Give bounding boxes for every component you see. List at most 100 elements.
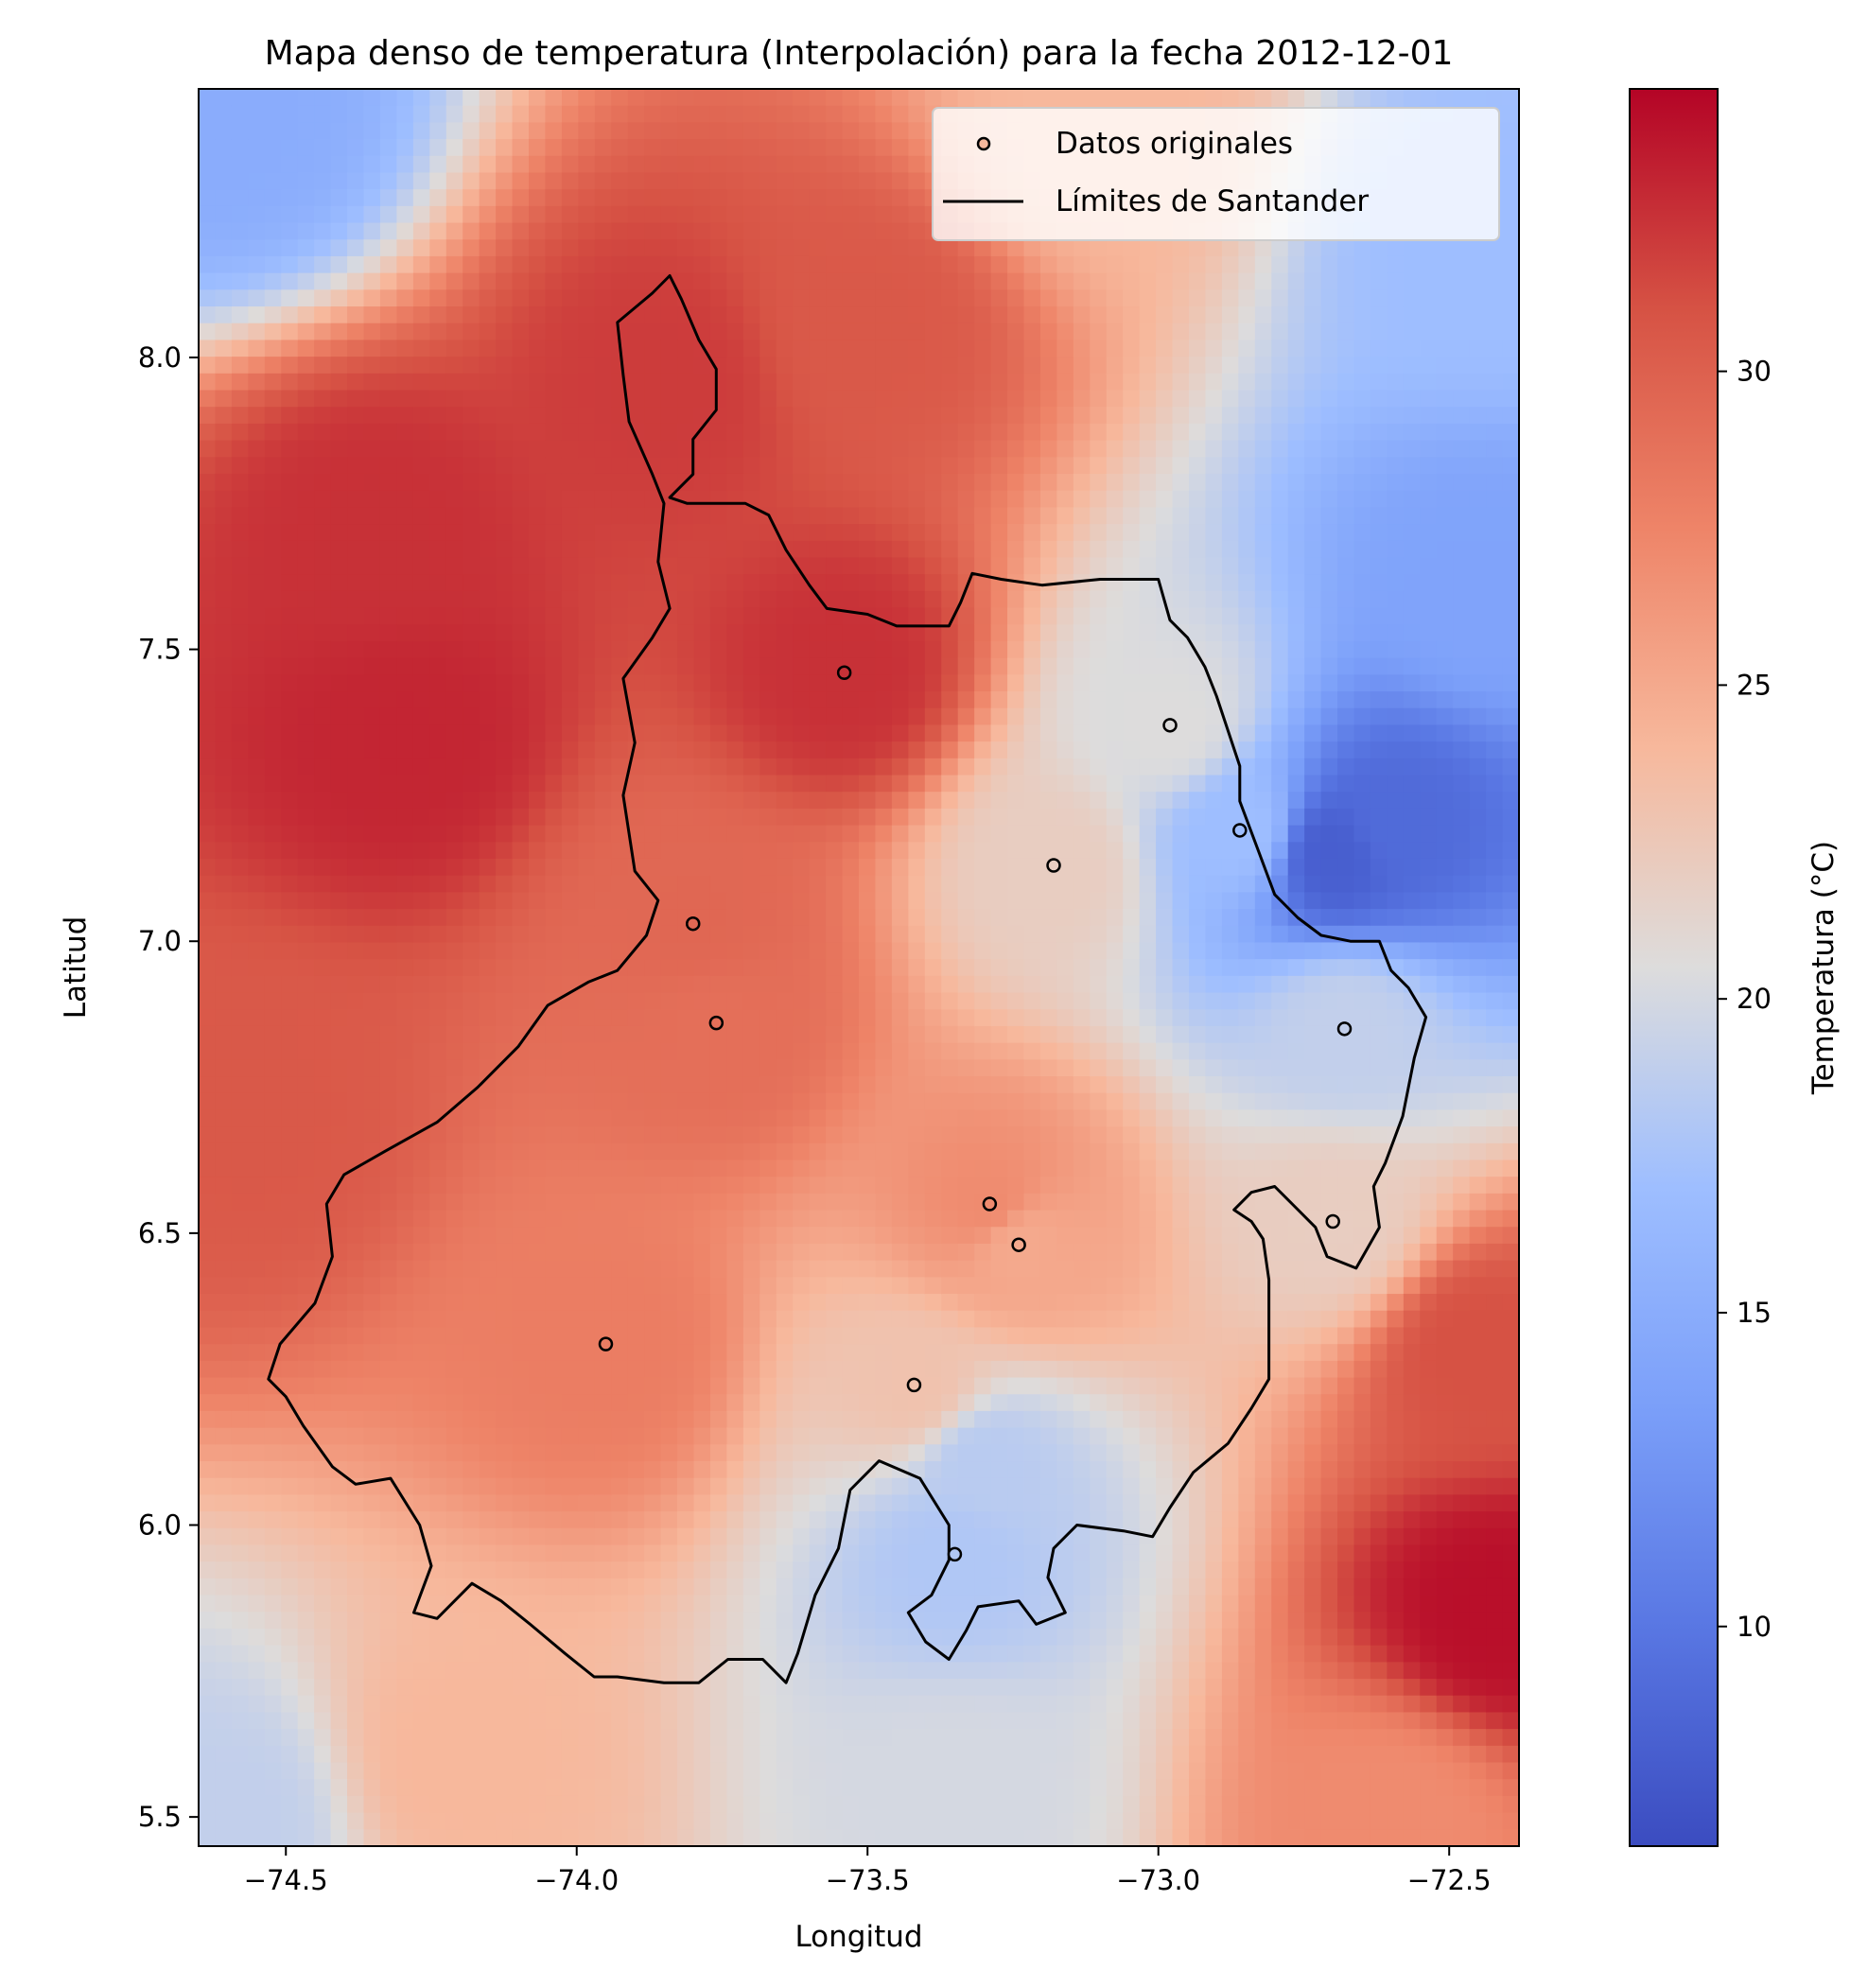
heatmap-cell xyxy=(941,1427,959,1446)
heatmap-cell xyxy=(793,105,811,124)
heatmap-cell xyxy=(859,1344,877,1362)
heatmap-cell xyxy=(496,205,514,224)
heatmap-cell xyxy=(726,657,744,676)
heatmap-cell xyxy=(529,1829,547,1846)
heatmap-cell xyxy=(215,1461,233,1479)
heatmap-cell xyxy=(726,457,744,475)
heatmap-cell xyxy=(578,1109,596,1127)
heatmap-cell xyxy=(677,189,695,207)
heatmap-cell xyxy=(330,1695,348,1714)
heatmap-cell xyxy=(742,473,761,492)
heatmap-cell xyxy=(875,423,893,442)
heatmap-cell xyxy=(759,909,777,927)
heatmap-cell xyxy=(627,674,645,692)
heatmap-cell xyxy=(248,1427,266,1446)
heatmap-cell xyxy=(231,1260,250,1279)
heatmap-cell xyxy=(660,657,678,676)
heatmap-cell xyxy=(742,975,761,994)
heatmap-cell xyxy=(859,691,877,709)
heatmap-cell xyxy=(281,1059,299,1077)
heatmap-cell xyxy=(660,340,678,357)
heatmap-cell xyxy=(627,1578,645,1596)
heatmap-cell xyxy=(826,1042,844,1061)
heatmap-cell xyxy=(891,540,910,559)
heatmap-cell xyxy=(611,1779,629,1797)
heatmap-cell xyxy=(776,1712,794,1730)
heatmap-cell xyxy=(875,1410,893,1429)
heatmap-cell xyxy=(363,1762,381,1781)
heatmap-cell xyxy=(891,1177,910,1195)
heatmap-cell xyxy=(826,975,844,994)
heatmap-cell xyxy=(429,1561,447,1579)
heatmap-cell xyxy=(842,557,860,575)
heatmap-cell xyxy=(496,524,514,542)
heatmap-cell xyxy=(330,1745,348,1764)
heatmap-cell xyxy=(594,1193,613,1212)
heatmap-cell xyxy=(611,1444,629,1462)
heatmap-cell xyxy=(347,1561,365,1579)
heatmap-cell xyxy=(594,724,613,742)
heatmap-cell xyxy=(248,357,266,375)
heatmap-cell xyxy=(496,1327,514,1345)
heatmap-cell xyxy=(826,105,844,124)
heatmap-cell xyxy=(793,155,811,174)
heatmap-cell xyxy=(759,792,777,810)
heatmap-cell xyxy=(429,1511,447,1529)
heatmap-cell xyxy=(660,1294,678,1312)
heatmap-cell xyxy=(709,1277,728,1295)
heatmap-cell xyxy=(594,272,613,291)
heatmap-cell xyxy=(445,1177,463,1195)
heatmap-cell xyxy=(941,1294,959,1312)
heatmap-cell xyxy=(941,1310,959,1329)
heatmap-cell xyxy=(809,540,827,559)
heatmap-cell xyxy=(463,357,480,375)
heatmap-cell xyxy=(231,373,250,392)
heatmap-cell xyxy=(793,1595,811,1613)
heatmap-cell xyxy=(396,758,414,776)
heatmap-cell xyxy=(826,1812,844,1831)
heatmap-cell xyxy=(924,540,943,559)
heatmap-cell xyxy=(809,875,827,894)
heatmap-cell xyxy=(281,105,299,124)
heatmap-cell xyxy=(875,1210,893,1229)
heatmap-cell xyxy=(231,942,250,960)
heatmap-cell xyxy=(479,1142,497,1161)
heatmap-cell xyxy=(199,657,217,676)
heatmap-cell xyxy=(578,1695,596,1714)
heatmap-cell xyxy=(545,289,563,307)
heatmap-cell xyxy=(363,758,381,776)
heatmap-cell xyxy=(512,1277,530,1295)
heatmap-cell xyxy=(726,624,744,642)
heatmap-cell xyxy=(908,1009,926,1027)
heatmap-cell xyxy=(709,792,728,810)
heatmap-cell xyxy=(924,507,943,525)
heatmap-cell xyxy=(231,1829,250,1846)
heatmap-cell xyxy=(759,323,777,341)
heatmap-cell xyxy=(512,1092,530,1111)
heatmap-cell xyxy=(693,1427,711,1446)
heatmap-cell xyxy=(627,1126,645,1144)
heatmap-cell xyxy=(891,992,910,1011)
heatmap-cell xyxy=(396,373,414,392)
heatmap-cell xyxy=(561,1377,580,1396)
heatmap-cell xyxy=(248,1294,266,1312)
heatmap-cell xyxy=(281,1729,299,1747)
heatmap-cell xyxy=(809,808,827,827)
heatmap-cell xyxy=(660,323,678,341)
heatmap-cell xyxy=(924,1561,943,1579)
heatmap-cell xyxy=(561,357,580,375)
heatmap-cell xyxy=(199,1377,217,1396)
heatmap-cell xyxy=(545,741,563,759)
heatmap-cell xyxy=(677,1344,695,1362)
heatmap-cell xyxy=(677,808,695,827)
heatmap-cell xyxy=(231,1210,250,1229)
heatmap-cell xyxy=(627,1762,645,1781)
heatmap-cell xyxy=(199,1612,217,1630)
heatmap-cell xyxy=(545,858,563,877)
heatmap-cell xyxy=(215,440,233,459)
heatmap-cell xyxy=(793,691,811,709)
heatmap-cell xyxy=(644,89,662,107)
heatmap-cell xyxy=(842,1444,860,1462)
heatmap-cell xyxy=(479,892,497,910)
heatmap-cell xyxy=(644,440,662,459)
